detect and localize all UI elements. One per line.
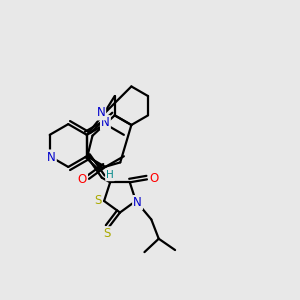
Text: N: N	[133, 196, 142, 209]
Text: O: O	[149, 172, 158, 185]
Text: S: S	[103, 227, 111, 240]
Text: N: N	[96, 106, 105, 119]
Text: S: S	[94, 194, 102, 207]
Text: N: N	[133, 196, 142, 209]
Text: O: O	[149, 172, 158, 185]
Text: N: N	[96, 106, 105, 119]
Text: H: H	[106, 170, 114, 180]
Text: N: N	[101, 116, 110, 129]
Text: N: N	[47, 151, 56, 164]
Text: O: O	[78, 173, 87, 186]
Text: S: S	[103, 227, 111, 240]
Text: S: S	[94, 194, 102, 207]
Text: N: N	[101, 116, 110, 129]
Text: N: N	[47, 151, 56, 164]
Text: O: O	[78, 173, 87, 186]
Text: H: H	[106, 170, 114, 180]
